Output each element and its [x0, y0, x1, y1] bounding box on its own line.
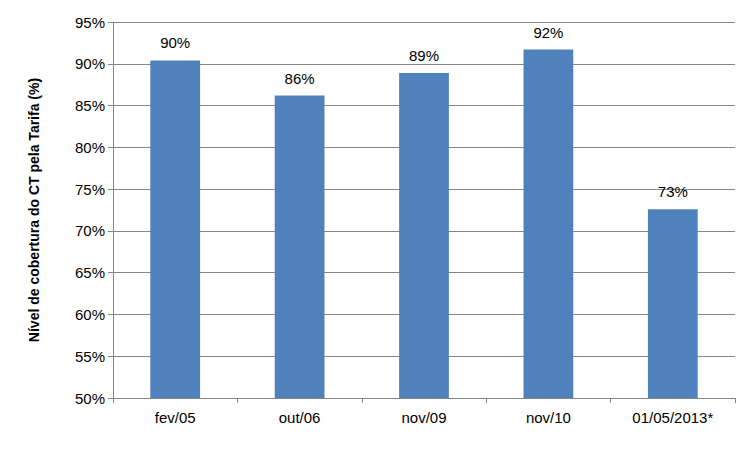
svg-text:fev/05: fev/05 — [155, 409, 196, 426]
svg-text:55%: 55% — [75, 348, 105, 365]
svg-text:60%: 60% — [75, 306, 105, 323]
svg-text:73%: 73% — [658, 183, 688, 200]
svg-text:nov/09: nov/09 — [401, 409, 446, 426]
svg-text:86%: 86% — [285, 70, 315, 87]
svg-text:75%: 75% — [75, 181, 105, 198]
svg-text:out/06: out/06 — [279, 409, 321, 426]
svg-text:80%: 80% — [75, 139, 105, 156]
svg-text:50%: 50% — [75, 390, 105, 407]
svg-text:nov/10: nov/10 — [526, 409, 571, 426]
svg-text:95%: 95% — [75, 14, 105, 31]
svg-text:Nível de cobertura do CT pela: Nível de cobertura do CT pela Tarifa (%) — [26, 78, 42, 342]
svg-text:65%: 65% — [75, 264, 105, 281]
svg-text:90%: 90% — [75, 55, 105, 72]
svg-text:92%: 92% — [533, 24, 563, 41]
svg-text:70%: 70% — [75, 222, 105, 239]
svg-text:85%: 85% — [75, 97, 105, 114]
svg-text:01/05/2013*: 01/05/2013* — [632, 409, 713, 426]
svg-text:90%: 90% — [160, 34, 190, 51]
svg-text:89%: 89% — [409, 47, 439, 64]
